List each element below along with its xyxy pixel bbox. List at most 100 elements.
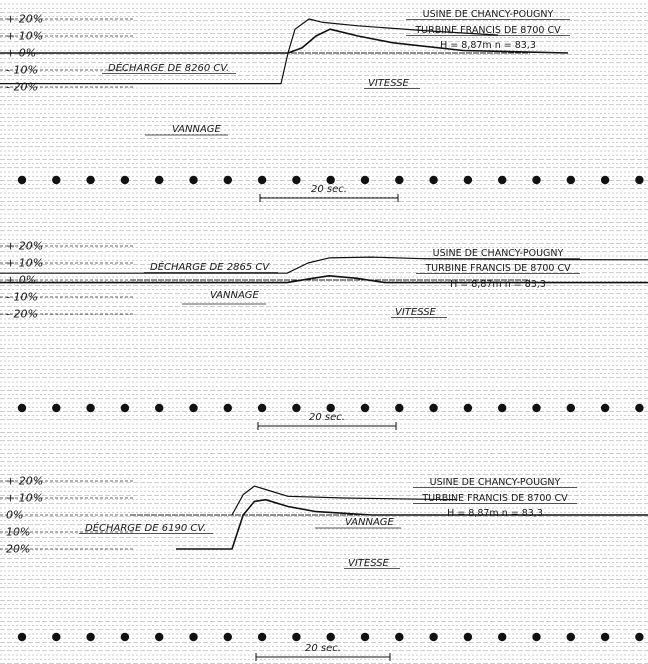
- chart-panel-1: + 20%+ 10%+ 0%- 10%- 20%USINE DE CHANCY-…: [0, 9, 644, 202]
- load-annotation: DÉCHARGE DE 6190 CV.: [85, 521, 206, 534]
- speed-label: VITESSE: [368, 78, 410, 89]
- y-tick-label: - 20%: [6, 308, 38, 321]
- time-mark-dot: [155, 632, 164, 642]
- time-mark-dot: [223, 632, 232, 642]
- y-tick-label: 20%: [6, 543, 30, 556]
- time-mark-dot: [395, 403, 404, 413]
- speed-label: VITESSE: [348, 558, 390, 569]
- time-mark-dot: [86, 403, 95, 413]
- time-mark-dot: [532, 175, 541, 185]
- load-annotation: DÉCHARGE DE 2865 CV: [150, 260, 270, 273]
- header-line-2: TURBINE FRANCIS DE 8700 CV: [421, 493, 568, 504]
- time-mark-dot: [257, 175, 267, 185]
- header-line-3: H = 8,87m n = 83,3: [450, 279, 546, 290]
- time-mark-dot: [155, 403, 164, 413]
- time-mark-dot: [600, 175, 610, 185]
- y-tick-label: + 20%: [6, 13, 43, 26]
- time-mark-dot: [155, 175, 164, 185]
- time-mark-dot: [52, 632, 61, 642]
- time-mark-dot: [257, 403, 267, 413]
- y-tick-label: + 20%: [6, 475, 43, 488]
- time-mark-dot: [429, 175, 438, 185]
- time-mark-dot: [498, 175, 507, 185]
- series-vitesse-line: [0, 275, 648, 284]
- y-tick-label: - 10%: [6, 64, 38, 77]
- y-tick-label: - 10%: [6, 291, 38, 304]
- time-mark-dot: [532, 632, 541, 642]
- time-mark-dot: [566, 632, 575, 642]
- y-tick-label: + 10%: [6, 30, 43, 43]
- time-mark-dot: [498, 403, 507, 413]
- y-tick-label: + 10%: [6, 492, 43, 505]
- time-scale-label: 20 sec.: [311, 184, 347, 195]
- header-line-1: USINE DE CHANCY-POUGNY: [430, 477, 561, 488]
- time-mark-dot: [326, 175, 335, 185]
- time-mark-dot: [52, 175, 61, 185]
- series-vannage-line: [0, 18, 499, 85]
- gate-label: VANNAGE: [172, 124, 222, 135]
- header-line-2: TURBINE FRANCIS DE 8700 CV: [424, 263, 571, 274]
- time-mark-dot: [257, 632, 267, 642]
- header-line-3: H = 8,87m n = 83,3: [447, 508, 543, 519]
- time-mark-dot: [120, 632, 130, 642]
- time-mark-dot: [292, 632, 301, 642]
- time-mark-dot: [326, 632, 335, 642]
- time-mark-dot: [395, 632, 404, 642]
- y-tick-label: - 20%: [6, 81, 38, 94]
- y-tick-label: 10%: [6, 526, 30, 539]
- time-mark-dot: [463, 403, 473, 413]
- time-mark-dot: [223, 175, 232, 185]
- time-mark-dot: [17, 175, 27, 185]
- series-vannage-line: [0, 256, 648, 274]
- series-vannage-line: [231, 485, 457, 516]
- time-mark-dot: [566, 175, 575, 185]
- header-line-3: H = 8,87m n = 83,3: [440, 40, 536, 51]
- time-scale-label: 20 sec.: [305, 643, 341, 654]
- time-mark-dot: [429, 403, 438, 413]
- time-mark-dot: [189, 175, 198, 185]
- y-tick-label: + 10%: [6, 257, 43, 270]
- paper-ruling: [0, 3, 648, 664]
- time-mark-dot: [223, 403, 232, 413]
- time-mark-dot: [292, 403, 301, 413]
- chart-panel-2: + 20% + 10% + 0% - 10% - 20% USINE DE CHANCY-…: [0, 240, 648, 430]
- time-mark-dot: [86, 632, 95, 642]
- time-mark-dot: [635, 632, 644, 642]
- gate-label: VANNAGE: [345, 517, 395, 528]
- time-mark-dot: [120, 403, 130, 413]
- time-mark-dot: [360, 632, 370, 642]
- load-annotation: DÉCHARGE DE 8260 CV.: [108, 61, 229, 74]
- time-mark-dot: [17, 632, 27, 642]
- chart-panel-3: + 20% + 10% 0% 10% 20% USINE DE CHANCY-POUGNY…: [0, 475, 648, 661]
- time-mark-dot: [326, 403, 335, 413]
- header-line-2: TURBINE FRANCIS DE 8700 CV: [414, 25, 561, 36]
- time-mark-dot: [189, 403, 198, 413]
- time-mark-dot: [463, 175, 473, 185]
- time-mark-dot: [429, 632, 438, 642]
- y-tick-label: + 20%: [6, 240, 43, 253]
- time-mark-dot: [292, 175, 301, 185]
- time-mark-dot: [498, 632, 507, 642]
- series-vitesse-line: [0, 28, 569, 54]
- time-mark-dot: [120, 175, 130, 185]
- time-mark-dot: [360, 403, 370, 413]
- time-mark-dot: [600, 632, 610, 642]
- time-mark-dot: [360, 175, 370, 185]
- time-mark-dot: [635, 175, 644, 185]
- time-mark-dot: [189, 632, 198, 642]
- speed-label: VITESSE: [395, 307, 437, 318]
- time-mark-dot: [86, 175, 95, 185]
- time-mark-dot: [566, 403, 575, 413]
- time-mark-dot: [600, 403, 610, 413]
- gate-label: VANNAGE: [210, 290, 260, 301]
- y-tick-label: 0%: [6, 509, 23, 522]
- series-vitesse-line: [176, 498, 648, 550]
- time-mark-dot: [52, 403, 61, 413]
- time-mark-dot: [635, 403, 644, 413]
- time-mark-dot: [463, 632, 473, 642]
- header-line-1: USINE DE CHANCY-POUGNY: [423, 9, 554, 20]
- y-tick-label: + 0%: [6, 274, 36, 287]
- header-line-1: USINE DE CHANCY-POUGNY: [433, 248, 564, 259]
- time-mark-dot: [395, 175, 404, 185]
